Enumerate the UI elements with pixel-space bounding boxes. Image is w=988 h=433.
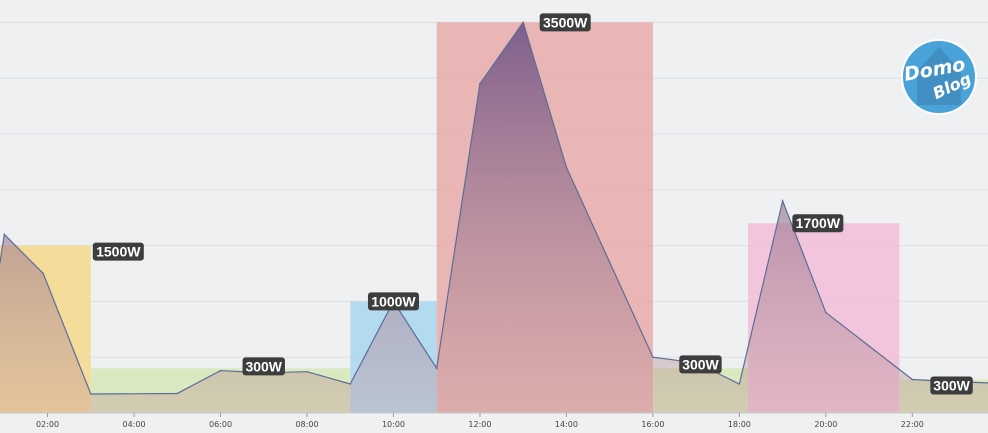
badge-box [539,13,591,32]
power-badge: 1500W [92,242,144,261]
badge-label: 1700W [796,215,841,231]
data-point [176,392,179,395]
data-point [565,166,568,169]
x-tick-label: 22:00 [901,420,924,429]
power-badge: 3500W [539,13,591,32]
x-tick-label: 04:00 [123,420,146,429]
house-icon [917,47,961,105]
power-badge: 300W [930,376,973,395]
data-point [90,393,92,395]
data-point [479,82,481,85]
power-badges: 1500W 300W 1000W 3500W 300W 1700W 300W [92,13,973,395]
data-point [306,370,308,373]
area-fill [0,22,988,414]
data-point [522,21,524,24]
badge-label: 300W [933,378,970,394]
data-point [652,356,654,358]
badge-box [679,355,722,374]
data-point [781,200,784,202]
x-tick-label: 02:00 [36,420,59,429]
badge-box [367,292,419,311]
power-area-series [0,20,988,414]
x-tick-label: 12:00 [468,420,491,429]
data-point [868,345,870,347]
badge-label: 1000W [371,293,416,309]
data-point [738,383,741,385]
data-point [911,378,914,381]
data-point [219,369,222,372]
x-tick-label: 14:00 [555,420,578,429]
badge-box [930,376,973,395]
x-tick-label: 06:00 [209,420,232,429]
x-tick-label: 10:00 [382,420,405,429]
data-point [608,261,611,264]
power-badge: 300W [679,355,722,374]
domoblog-logo: Domo Blog [901,39,977,115]
data-point [825,311,827,314]
power-badge: 1000W [367,292,419,311]
badge-box [92,242,144,261]
badge-label: 300W [245,358,282,374]
power-badge: 300W [242,357,285,376]
data-point [349,383,352,385]
data-point [42,272,45,275]
data-point [3,233,6,236]
badge-label: 3500W [543,14,588,30]
x-tick-label: 20:00 [814,420,837,429]
series-line [0,20,988,395]
x-tick-label: 18:00 [728,420,751,429]
x-tick-label: 08:00 [295,420,318,429]
x-axis: 02:00 04:00 06:00 08:00 10:00 12:00 14:00 16:00… [0,412,988,429]
badge-box [242,357,285,376]
x-tick-label: 16:00 [641,420,664,429]
badge-label: 1500W [96,244,141,260]
power-badge: 1700W [792,214,844,233]
data-point [435,367,438,370]
badge-label: 300W [682,356,719,372]
data-point [0,261,1,264]
badge-box [792,214,844,233]
